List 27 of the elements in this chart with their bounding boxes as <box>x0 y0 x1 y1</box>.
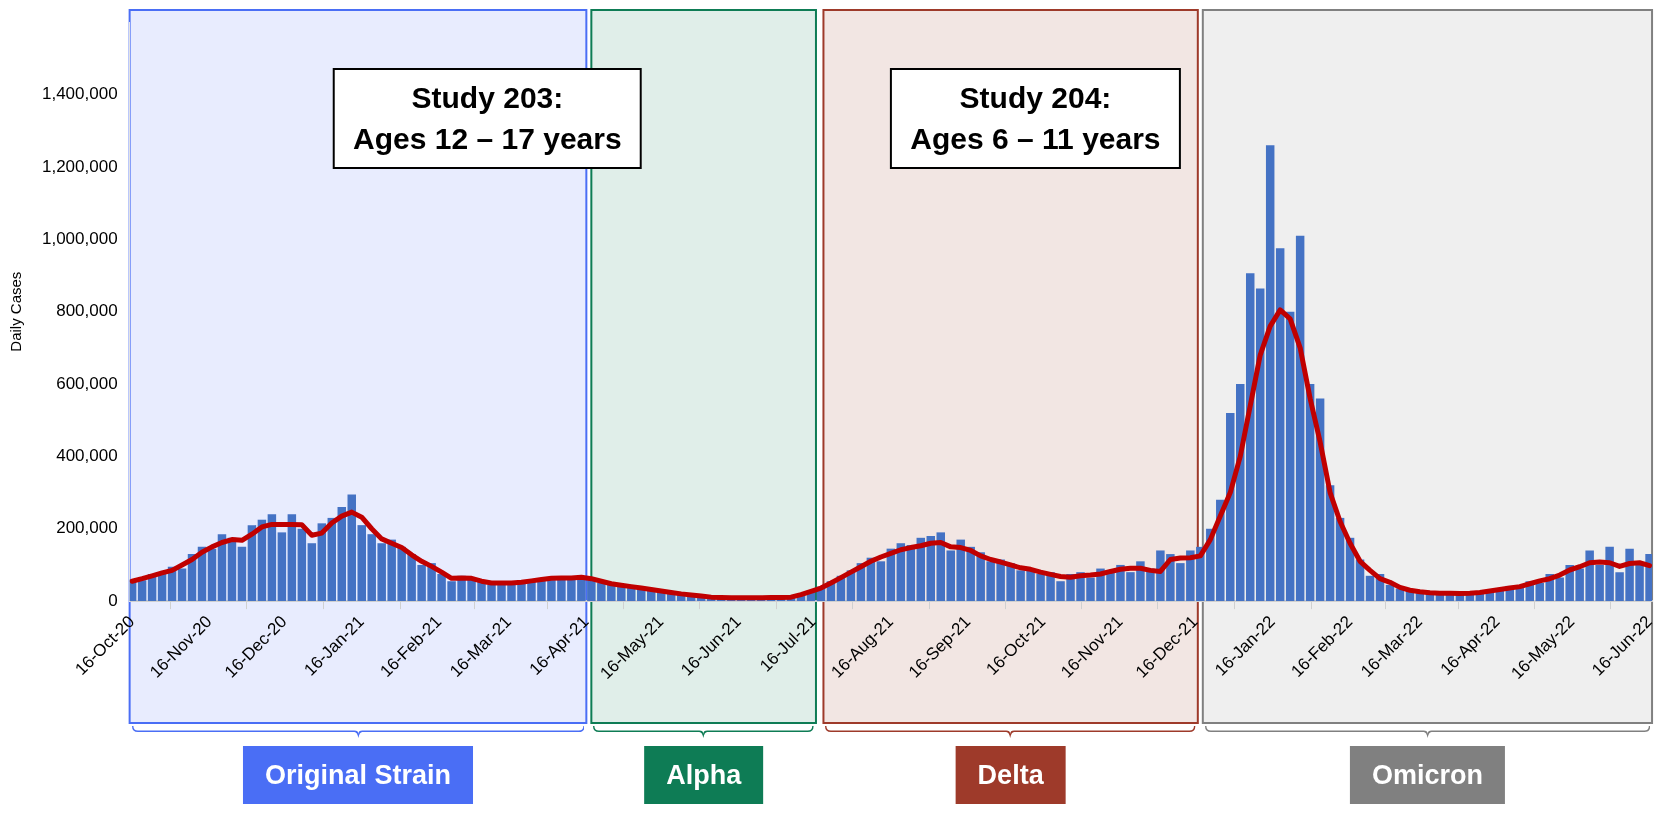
bar <box>1385 584 1395 602</box>
bar <box>876 561 886 602</box>
bar <box>1285 311 1295 602</box>
bar <box>277 532 287 602</box>
bar <box>307 543 317 602</box>
y-tick-label: 800,000 <box>56 301 118 321</box>
y-tick-label: 1,000,000 <box>41 228 118 248</box>
band-label: Alpha <box>666 759 743 790</box>
y-axis-title: Daily Cases <box>7 271 25 352</box>
bar <box>237 546 247 602</box>
y-tick-label: 400,000 <box>56 446 118 466</box>
annotation: Study 203: Ages 12 – 17 years <box>333 68 642 169</box>
y-tick-label: 1,400,000 <box>41 84 118 104</box>
bar <box>1275 248 1285 602</box>
y-tick-label: 0 <box>108 590 118 610</box>
bar <box>1365 575 1375 602</box>
band-label: Original Strain <box>264 759 452 790</box>
bar <box>207 548 217 602</box>
y-tick-label: 200,000 <box>56 518 118 538</box>
bar <box>1265 145 1275 602</box>
annotation: Study 204: Ages 6 – 11 years <box>890 68 1181 169</box>
band-label: Delta <box>977 759 1045 790</box>
band-label: Omicron <box>1371 759 1483 790</box>
bar <box>177 568 187 602</box>
y-tick-label: 1,200,000 <box>41 156 118 176</box>
bar <box>297 528 307 602</box>
y-tick-label: 600,000 <box>56 373 118 393</box>
